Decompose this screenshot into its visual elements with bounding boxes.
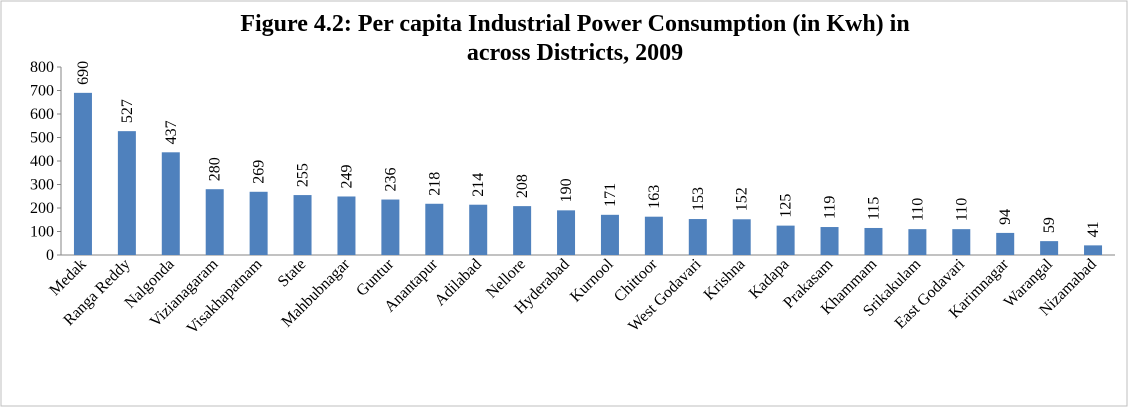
y-tick-label: 400 [30, 153, 54, 170]
bar [952, 229, 971, 255]
bar [820, 227, 839, 255]
value-label: 527 [119, 99, 136, 123]
value-label: 94 [997, 209, 1014, 225]
y-tick-label: 600 [30, 106, 54, 123]
bar [1040, 241, 1059, 255]
value-label: 153 [690, 187, 707, 211]
bar [249, 191, 268, 255]
value-label: 214 [470, 173, 487, 197]
bar [161, 152, 180, 255]
value-label: 255 [295, 163, 312, 187]
bar [908, 229, 927, 255]
value-label: 249 [338, 164, 355, 188]
bar [557, 210, 576, 255]
bar [469, 204, 488, 255]
bar [644, 216, 663, 255]
value-label: 236 [382, 168, 399, 192]
value-label: 437 [163, 120, 180, 144]
bar [1084, 245, 1103, 255]
bar [425, 203, 444, 255]
bar [864, 227, 883, 255]
y-tick-label: 300 [30, 177, 54, 194]
y-tick-label: 100 [30, 224, 54, 241]
bar [205, 189, 224, 255]
bar [293, 195, 312, 255]
bar [513, 206, 532, 255]
chart-title: across Districts, 2009 [467, 40, 683, 66]
bar [732, 219, 751, 255]
value-label: 41 [1085, 221, 1102, 237]
value-label: 110 [953, 198, 970, 221]
value-label: 110 [909, 198, 926, 221]
value-label: 171 [602, 183, 619, 207]
bar [117, 131, 136, 255]
bar [381, 199, 400, 255]
value-label: 218 [426, 172, 443, 196]
value-label: 152 [734, 187, 751, 211]
bar [337, 196, 356, 255]
value-label: 690 [75, 61, 92, 85]
value-label: 269 [251, 160, 268, 184]
value-label: 115 [865, 197, 882, 220]
y-tick-label: 200 [30, 200, 54, 217]
bar [776, 225, 795, 255]
value-label: 208 [514, 174, 531, 198]
value-label: 280 [207, 157, 224, 181]
value-label: 190 [558, 178, 575, 202]
y-tick-label: 700 [30, 83, 54, 100]
bar [996, 232, 1015, 255]
value-label: 59 [1041, 217, 1058, 233]
bar [600, 214, 619, 255]
value-label: 163 [646, 185, 663, 209]
y-tick-label: 0 [46, 247, 54, 264]
y-tick-label: 500 [30, 130, 54, 147]
value-label: 119 [822, 196, 839, 219]
value-label: 125 [778, 194, 795, 218]
bar [688, 219, 707, 255]
y-tick-label: 800 [30, 59, 54, 76]
bar [73, 92, 92, 255]
chart-title: Figure 4.2: Per capita Industrial Power … [240, 11, 909, 37]
